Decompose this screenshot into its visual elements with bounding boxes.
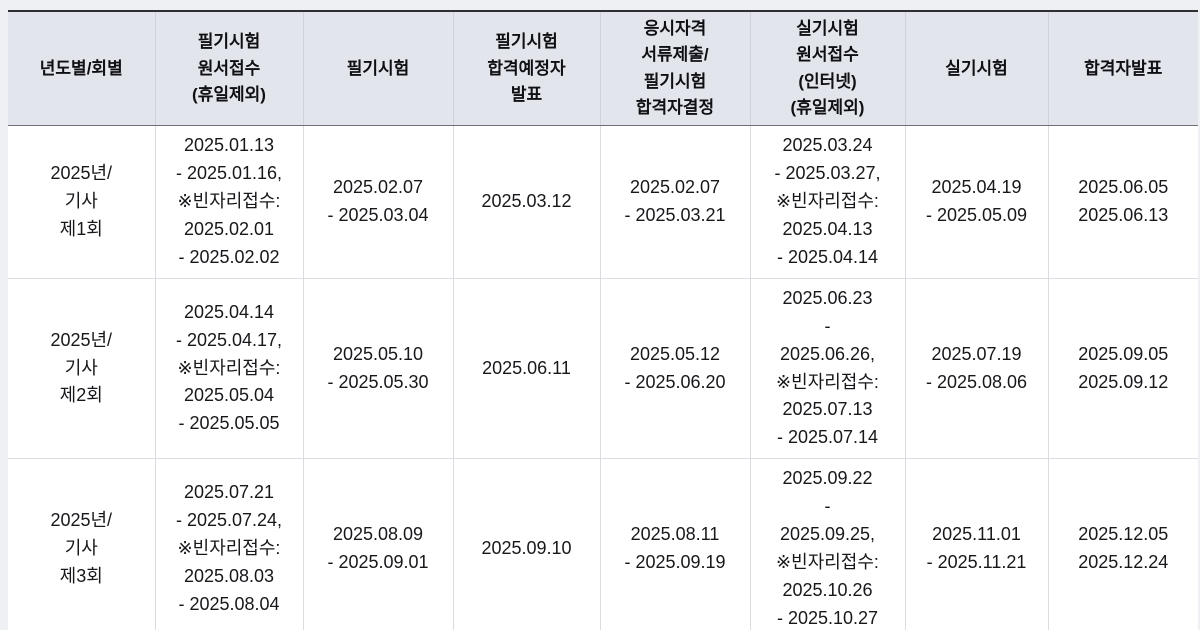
column-header-written-exam: 필기시험	[302, 11, 453, 127]
table-header: 년도별/회별 필기시험 원서접수 (휴일제외) 필기시험 필기시험 합격예정자 발표 응…	[8, 11, 1198, 127]
table-cell: 2025.02.07 - 2025.03.21	[599, 125, 750, 279]
table-cell: 2025.04.14 - 2025.04.17, ※빈자리접수: 2025.05…	[154, 278, 303, 460]
table-cell: 2025년/ 기사 제3회	[8, 458, 155, 630]
table-cell: 2025.12.05 2025.12.24	[1047, 458, 1198, 630]
table-cell: 2025.07.21 - 2025.07.24, ※빈자리접수: 2025.08…	[154, 458, 303, 630]
table-cell: 2025.01.13 - 2025.01.16, ※빈자리접수: 2025.02…	[154, 125, 303, 279]
table-cell: 2025.06.23 - 2025.06.26, ※빈자리접수: 2025.07…	[749, 278, 905, 460]
exam-schedule-table: 년도별/회별 필기시험 원서접수 (휴일제외) 필기시험 필기시험 합격예정자 발표 응…	[8, 10, 1198, 630]
table-cell: 2025년/ 기사 제1회	[8, 125, 155, 279]
column-header-written-pass-announce: 필기시험 합격예정자 발표	[452, 11, 600, 127]
table-cell: 2025.05.12 - 2025.06.20	[599, 278, 750, 460]
column-header-written-application: 필기시험 원서접수 (휴일제외)	[154, 11, 303, 127]
table-row: 2025년/ 기사 제3회 2025.07.21 - 2025.07.24, ※빈…	[8, 458, 1198, 630]
column-header-practical-exam: 실기시험	[904, 11, 1048, 127]
table-cell: 2025.04.19 - 2025.05.09	[904, 125, 1048, 279]
column-header-practical-application: 실기시험 원서접수 (인터넷) (휴일제외)	[749, 11, 905, 127]
table-cell: 2025년/ 기사 제2회	[8, 278, 155, 460]
table-cell: 2025.07.19 - 2025.08.06	[904, 278, 1048, 460]
table-cell: 2025.08.11 - 2025.09.19	[599, 458, 750, 630]
column-header-eligibility-docs: 응시자격 서류제출/ 필기시험 합격자결정	[599, 11, 750, 127]
table-cell: 2025.09.10	[452, 458, 600, 630]
table-cell: 2025.09.05 2025.09.12	[1047, 278, 1198, 460]
column-header-final-announce: 합격자발표	[1047, 11, 1198, 127]
table-cell: 2025.11.01 - 2025.11.21	[904, 458, 1048, 630]
table-body: 2025년/ 기사 제1회 2025.01.13 - 2025.01.16, ※빈…	[8, 125, 1198, 630]
table-cell: 2025.06.11	[452, 278, 600, 460]
table-cell: 2025.05.10 - 2025.05.30	[302, 278, 453, 460]
table-cell: 2025.09.22 - 2025.09.25, ※빈자리접수: 2025.10…	[749, 458, 905, 630]
table-row: 2025년/ 기사 제1회 2025.01.13 - 2025.01.16, ※빈…	[8, 125, 1198, 279]
table-cell: 2025.06.05 2025.06.13	[1047, 125, 1198, 279]
table-row: 2025년/ 기사 제2회 2025.04.14 - 2025.04.17, ※빈…	[8, 278, 1198, 460]
column-header-round: 년도별/회별	[8, 11, 155, 127]
table-header-row: 년도별/회별 필기시험 원서접수 (휴일제외) 필기시험 필기시험 합격예정자 발표 응…	[8, 11, 1198, 127]
table-cell: 2025.03.12	[452, 125, 600, 279]
table-cell: 2025.03.24 - 2025.03.27, ※빈자리접수: 2025.04…	[749, 125, 905, 279]
table-cell: 2025.02.07 - 2025.03.04	[302, 125, 453, 279]
table-cell: 2025.08.09 - 2025.09.01	[302, 458, 453, 630]
